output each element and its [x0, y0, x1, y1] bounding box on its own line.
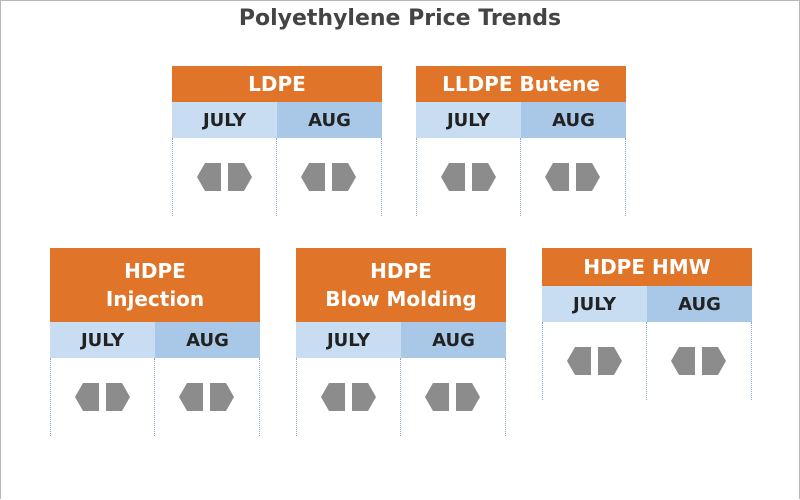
trend-row [50, 358, 260, 436]
left-arrow-shape [440, 163, 465, 191]
card-header: HDPE HMW [542, 248, 752, 286]
month-aug: AUG [521, 102, 626, 138]
right-arrow-shape [576, 163, 600, 191]
price-card-hdpe-hmw: HDPE HMW JULY AUG [542, 248, 752, 400]
left-arrow-shape [301, 163, 325, 191]
price-card-ldpe: LDPE JULY AUG [172, 66, 382, 216]
price-card-lldpe-butene: LLDPE Butene JULY AUG [416, 66, 626, 216]
trend-cell-aug [401, 358, 506, 436]
trend-row [296, 358, 506, 436]
price-card-hdpe-injection: HDPE Injection JULY AUG [50, 248, 260, 436]
month-row: JULY AUG [416, 102, 626, 138]
left-right-arrow-icon [425, 383, 480, 411]
left-arrow-shape [74, 383, 99, 411]
page-title: Polyethylene Price Trends [238, 6, 562, 31]
card-header: HDPE Blow Molding [296, 248, 506, 322]
month-row: JULY AUG [50, 322, 260, 358]
left-right-arrow-icon [179, 383, 234, 411]
trend-cell-july [416, 138, 521, 216]
trend-cell-july [542, 322, 647, 400]
month-aug: AUG [647, 286, 752, 322]
left-arrow-shape [566, 347, 591, 375]
right-arrow-shape [597, 347, 622, 375]
trend-row [542, 322, 752, 400]
card-title: HDPE [124, 259, 186, 283]
right-arrow-shape [456, 383, 480, 411]
trend-cell-july [50, 358, 155, 436]
left-right-arrow-icon [440, 163, 496, 191]
trend-cell-aug [155, 358, 260, 436]
left-arrow-shape [179, 383, 203, 411]
trend-cell-aug [277, 138, 382, 216]
card-title: LLDPE Butene [442, 72, 600, 96]
left-right-arrow-icon [301, 163, 356, 191]
left-arrow-shape [196, 163, 221, 191]
right-arrow-shape [702, 347, 726, 375]
right-arrow-shape [351, 383, 376, 411]
right-arrow-shape [332, 163, 356, 191]
right-arrow-shape [105, 383, 130, 411]
card-title: HDPE HMW [583, 255, 711, 279]
left-arrow-shape [545, 163, 569, 191]
month-july: JULY [50, 322, 155, 358]
left-right-arrow-icon [671, 347, 726, 375]
left-right-arrow-icon [566, 347, 622, 375]
month-july: JULY [542, 286, 647, 322]
left-arrow-shape [320, 383, 345, 411]
trend-cell-july [296, 358, 401, 436]
left-arrow-shape [425, 383, 449, 411]
card-subtitle: Blow Molding [325, 287, 477, 311]
month-july: JULY [296, 322, 401, 358]
trend-cell-july [172, 138, 277, 216]
month-july: JULY [416, 102, 521, 138]
month-row: JULY AUG [296, 322, 506, 358]
month-row: JULY AUG [542, 286, 752, 322]
month-aug: AUG [401, 322, 506, 358]
month-aug: AUG [277, 102, 382, 138]
card-title: LDPE [248, 72, 306, 96]
month-row: JULY AUG [172, 102, 382, 138]
trend-cell-aug [647, 322, 752, 400]
left-right-arrow-icon [545, 163, 600, 191]
right-arrow-shape [227, 163, 252, 191]
right-arrow-shape [210, 383, 234, 411]
month-july: JULY [172, 102, 277, 138]
card-header: HDPE Injection [50, 248, 260, 322]
left-arrow-shape [671, 347, 695, 375]
trend-cell-aug [521, 138, 626, 216]
card-header: LDPE [172, 66, 382, 102]
left-right-arrow-icon [320, 383, 376, 411]
left-right-arrow-icon [74, 383, 130, 411]
trend-row [416, 138, 626, 216]
card-title: HDPE [370, 259, 432, 283]
card-subtitle: Injection [105, 287, 205, 311]
card-header: LLDPE Butene [416, 66, 626, 102]
month-aug: AUG [155, 322, 260, 358]
price-card-hdpe-blow-molding: HDPE Blow Molding JULY AUG [296, 248, 506, 436]
right-arrow-shape [471, 163, 496, 191]
trend-row [172, 138, 382, 216]
left-right-arrow-icon [196, 163, 252, 191]
